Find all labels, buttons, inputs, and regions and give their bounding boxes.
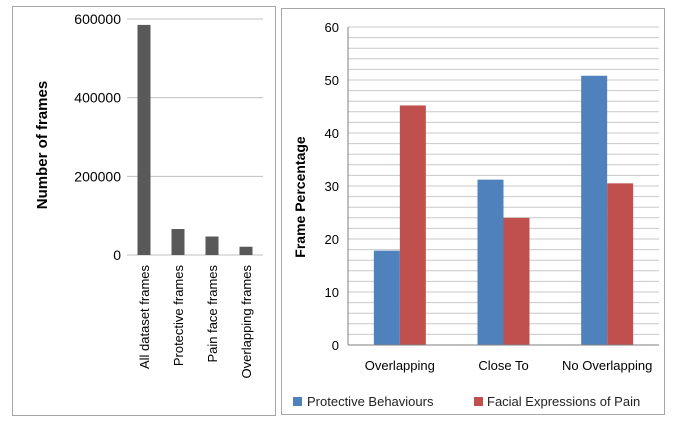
y-tick-label: 600000 (74, 11, 121, 27)
x-tick-label: Close To (478, 358, 528, 373)
x-tick-label: Protective frames (171, 265, 186, 367)
y-tick-label: 20 (325, 232, 339, 247)
bar-protective-behaviours-close-to (477, 179, 504, 345)
x-tick-label: Overlapping frames (239, 265, 254, 379)
y-tick-label: 60 (325, 20, 339, 35)
legend-label-protective: Protective Behaviours (307, 394, 434, 409)
bar-facial-expressions-of-pain-close-to (503, 217, 530, 345)
y-tick-label: 200000 (74, 168, 121, 184)
bar-all-dataset-frames (137, 24, 151, 256)
y-axis-label: Number of frames (34, 81, 51, 209)
x-tick-label: Pain face frames (205, 265, 220, 363)
frame-percentage-chart: 0 10 20 30 40 50 60 Overlapping Close To No Over… (292, 20, 659, 409)
frames-count-chart: 0 200000 400000 600000 All dataset frames Pr… (34, 11, 263, 379)
legend-swatch-pain (474, 397, 483, 406)
x-tick-label: Overlapping (365, 358, 435, 373)
bar-pain-face-frames (205, 236, 219, 255)
legend-label-pain: Facial Expressions of Pain (487, 394, 640, 409)
y-tick-label: 30 (325, 179, 339, 194)
bar-protective-behaviours-overlapping (373, 250, 400, 345)
y-tick-label: 400000 (74, 90, 121, 106)
x-tick-label: All dataset frames (137, 265, 152, 370)
y-tick-label: 40 (325, 126, 339, 141)
bar-protective-frames (171, 229, 185, 255)
frame-percentage-chart-panel: 0 10 20 30 40 50 60 Overlapping Close To No Over… (281, 8, 665, 415)
bar-facial-expressions-of-pain-overlapping (399, 105, 426, 345)
legend-swatch-protective (293, 397, 302, 406)
x-tick-label: No Overlapping (562, 358, 652, 373)
y-tick-label: 10 (325, 285, 339, 300)
y-axis-label: Frame Percentage (292, 136, 308, 258)
bar-protective-behaviours-no-overlapping (581, 75, 608, 345)
bar-overlapping-frames (239, 246, 253, 255)
y-tick-label: 0 (332, 338, 339, 353)
bar-facial-expressions-of-pain-no-overlapping (607, 183, 634, 345)
y-tick-label: 0 (113, 247, 121, 263)
y-tick-label: 50 (325, 73, 339, 88)
frames-count-chart-panel: 0 200000 400000 600000 All dataset frames Pr… (12, 6, 276, 416)
legend: Protective Behaviours Facial Expressions… (293, 394, 640, 409)
